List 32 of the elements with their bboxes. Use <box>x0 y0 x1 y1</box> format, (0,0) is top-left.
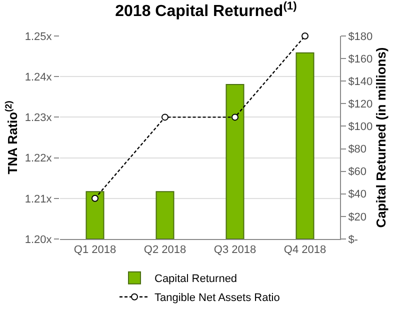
y2-tick-label: $60 <box>348 166 367 178</box>
point <box>232 114 238 121</box>
y2-tick-label: $40 <box>348 188 367 201</box>
y2-tick-label: $120 <box>348 98 373 111</box>
x-tick-label: Q4 2018 <box>284 244 326 256</box>
y2-tick-label: $180 <box>348 30 373 43</box>
y-tick-label: 1.25x <box>24 30 52 43</box>
y2-tick-label: $- <box>348 234 358 246</box>
x-tick-label: Q2 2018 <box>144 244 186 256</box>
bar <box>86 191 104 239</box>
y-tick-label: 1.23x <box>24 112 52 124</box>
point <box>302 32 308 40</box>
y-tick-label: 1.24x <box>24 71 52 84</box>
y-tick-label: 1.21x <box>24 193 52 206</box>
y2-axis-title: Capital Returned (in millions) <box>373 47 388 228</box>
legend-label: Capital Returned <box>154 273 238 286</box>
y2-tick-label: $80 <box>348 144 367 156</box>
x-tick-label: Q3 2018 <box>214 244 256 256</box>
y2-tick-label: $160 <box>348 53 373 66</box>
bar <box>226 84 244 239</box>
bar <box>296 52 314 239</box>
x-tick-label: Q1 2018 <box>74 244 116 256</box>
chart-title: 2018 Capital Returned$^{(1)}$ <box>115 0 298 20</box>
legend-label: Tangible Net Assets Ratio <box>154 292 280 304</box>
point <box>162 114 168 121</box>
bar <box>156 191 174 239</box>
y-tick-label: 1.20x <box>24 234 52 246</box>
y-tick-label: 1.22x <box>24 152 52 165</box>
y2-tick-label: $20 <box>348 211 367 224</box>
y2-tick-label: $100 <box>348 121 373 134</box>
point <box>92 194 98 202</box>
y2-tick-label: $140 <box>348 76 373 88</box>
